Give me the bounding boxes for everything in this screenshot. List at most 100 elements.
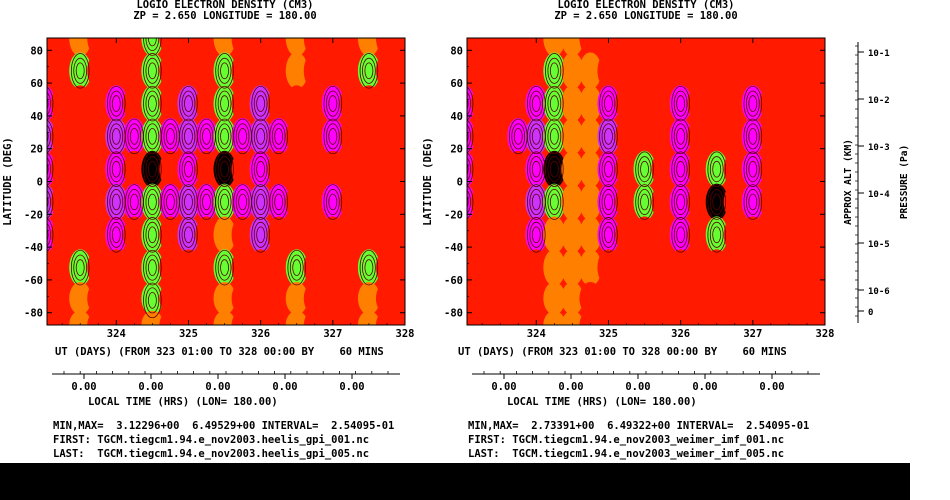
contour-line — [143, 151, 162, 187]
contour-line — [547, 156, 562, 183]
heatmap-cell — [303, 117, 326, 155]
heatmap-cell — [615, 310, 638, 325]
panel-2-first-file: FIRST: TGCM.tiegcm1.94.e_nov2003_weimer_… — [468, 434, 785, 446]
contour-line — [529, 123, 544, 150]
contour-line — [604, 193, 613, 211]
heatmap-cell — [339, 52, 362, 90]
heatmap-cell — [543, 117, 566, 155]
heatmap-cell — [375, 183, 398, 221]
contour-line — [147, 95, 157, 112]
contour-line — [712, 226, 722, 244]
heatmap-cell — [579, 183, 602, 221]
heatmap-cell — [123, 216, 146, 254]
heatmap-cell — [561, 52, 584, 90]
contour-line — [220, 259, 229, 276]
heatmap-cell — [285, 249, 308, 286]
heatmap-cell — [159, 85, 182, 122]
contour-line — [637, 188, 652, 216]
contour-line — [220, 95, 229, 112]
heatmap-cell — [51, 117, 74, 155]
heatmap-cell — [597, 85, 620, 122]
contour-line — [467, 119, 474, 154]
contour-line — [671, 184, 690, 220]
heatmap-cell — [777, 38, 800, 57]
heatmap-cell — [543, 150, 566, 188]
heatmap-cell — [579, 310, 602, 325]
heatmap-cell — [51, 310, 74, 325]
contour-line — [147, 259, 157, 276]
contour-line — [47, 152, 54, 187]
heatmap-cell — [561, 117, 584, 155]
heatmap-cell — [687, 183, 710, 221]
contour-line — [709, 156, 724, 183]
contour-line — [111, 95, 121, 112]
heatmap-cell — [579, 85, 602, 122]
contour-line — [145, 254, 160, 281]
heatmap-cell — [669, 183, 692, 221]
heatmap-cell — [759, 117, 782, 155]
pressure-tick-label: 10-4 — [868, 190, 890, 200]
heatmap-cell — [813, 282, 825, 315]
right-pressure-axis: 10-1 10-2 10-3 10-4 10-5 10-6 0 APPROX ALT (KM)… — [843, 42, 910, 323]
heatmap-cell — [507, 150, 530, 188]
heatmap-cell — [507, 282, 530, 315]
contour-line — [199, 188, 214, 216]
heatmap-cell — [489, 117, 512, 155]
heatmap-cell — [393, 249, 405, 286]
heatmap-cell — [525, 310, 548, 325]
heatmap-cell — [123, 38, 146, 57]
heatmap-cell — [87, 216, 110, 254]
heatmap-cell — [159, 117, 182, 155]
heatmap-cell — [159, 150, 182, 188]
heatmap-cell — [267, 310, 290, 325]
heatmap-cell — [795, 38, 818, 57]
heatmap-cell — [741, 216, 764, 254]
heatmap-cell — [651, 38, 674, 57]
contour-line — [111, 193, 121, 211]
heatmap-cell — [525, 150, 548, 188]
contour-line — [748, 95, 758, 112]
contour-line — [676, 160, 686, 178]
contour-line — [601, 221, 616, 248]
heatmap-cell — [759, 38, 782, 57]
heatmap-cell — [213, 85, 236, 122]
contour-line — [256, 95, 266, 112]
heatmap-cell — [651, 52, 674, 90]
heatmap-cell — [249, 282, 272, 315]
contour-line — [545, 184, 564, 220]
heatmap-cell — [213, 183, 236, 221]
heatmap-cell — [471, 183, 494, 221]
contour-line — [47, 130, 49, 143]
heatmap-cell — [579, 52, 602, 90]
contour-line — [220, 128, 229, 145]
panel-2-title-line2: ZP = 2.650 LONGITUDE = 180.00 — [554, 10, 738, 22]
contour-line — [129, 128, 139, 145]
y-tick-label: -20 — [24, 209, 43, 221]
heatmap-cell — [177, 52, 200, 90]
heatmap-cell — [471, 310, 494, 325]
heatmap-cell — [51, 52, 74, 90]
heatmap-cell — [357, 117, 380, 155]
heatmap-cell — [471, 216, 494, 254]
heatmap-cell — [249, 52, 272, 90]
lt-tick-label: 0.00 — [491, 381, 516, 393]
heatmap-cell — [105, 52, 128, 90]
heatmap-cell — [321, 52, 344, 90]
contour-line — [745, 156, 760, 183]
contour-line — [599, 217, 618, 253]
y-tick-label: -80 — [24, 308, 43, 320]
contour-line — [269, 118, 288, 155]
heatmap-cell — [213, 282, 236, 315]
heatmap-cell — [123, 117, 146, 155]
heatmap-cell — [195, 282, 218, 315]
contour-line — [599, 118, 618, 155]
contour-line — [547, 57, 562, 84]
y-tick-label: 0 — [37, 177, 43, 189]
contour-line — [145, 188, 160, 216]
heatmap-cell — [213, 310, 236, 325]
heatmap-cell — [249, 216, 272, 254]
contour-line — [604, 160, 613, 178]
heatmap-cell — [231, 183, 254, 221]
contour-line — [143, 217, 162, 253]
heatmap-cell — [705, 310, 728, 325]
